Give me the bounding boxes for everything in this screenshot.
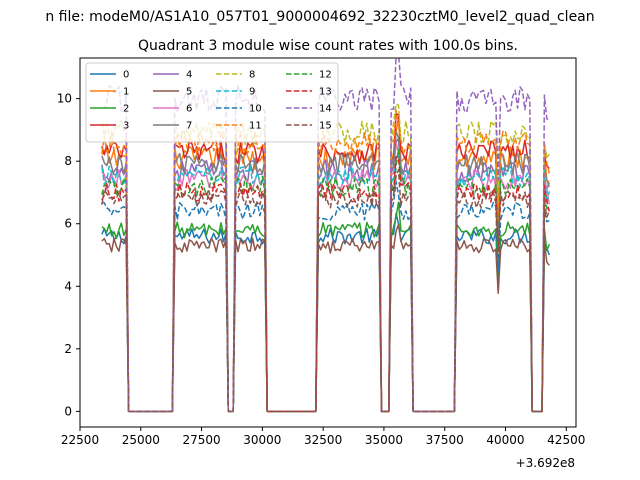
legend-label-10: 10 <box>249 104 262 115</box>
legend-label-9: 9 <box>249 87 255 98</box>
series-line-9 <box>101 155 551 413</box>
x-tick-label: 40000 <box>486 433 524 447</box>
series-line-3 <box>101 113 550 413</box>
legend-label-3: 3 <box>123 121 129 132</box>
legend-label-4: 4 <box>186 70 192 81</box>
legend-box <box>85 62 339 143</box>
x-axis: 22500 25000 27500 30000 32500 35000 37500 40000… <box>61 427 585 447</box>
y-tick-label: 2 <box>64 342 72 356</box>
plot-frame <box>79 57 577 428</box>
x-tick-label: 25000 <box>122 433 160 447</box>
series-line-11 <box>101 109 551 413</box>
y-tick-label: 10 <box>57 92 72 106</box>
figure-suptitle: n file: modeM0/AS1A10_057T01_9000004692_… <box>45 9 594 25</box>
legend-label-12: 12 <box>319 70 332 81</box>
x-tick-label: 37500 <box>426 433 464 447</box>
legend-label-14: 14 <box>319 104 332 115</box>
series-line-0 <box>101 212 551 413</box>
x-tick-label: 32500 <box>304 433 342 447</box>
legend-label-0: 0 <box>123 70 129 81</box>
legend-label-13: 13 <box>319 87 332 98</box>
legend-label-1: 1 <box>123 87 129 98</box>
x-tick-label: 35000 <box>365 433 403 447</box>
legend-label-2: 2 <box>123 104 129 115</box>
legend-label-8: 8 <box>249 70 255 81</box>
x-offset-text: +3.692e8 <box>516 456 575 470</box>
x-tick-label: 42500 <box>547 433 585 447</box>
series-line-4 <box>101 137 550 413</box>
series-line-13 <box>101 155 551 413</box>
x-tick-label: 27500 <box>182 433 220 447</box>
y-tick-label: 6 <box>64 217 72 231</box>
series-line-12 <box>101 148 550 413</box>
legend-label-7: 7 <box>186 121 192 132</box>
legend-label-15: 15 <box>319 121 332 132</box>
legend-label-11: 11 <box>249 121 262 132</box>
series-line-5 <box>101 223 550 413</box>
y-axis: 0 2 4 6 8 10 <box>57 92 80 418</box>
y-tick-label: 0 <box>64 404 72 418</box>
series-line-2 <box>101 201 550 413</box>
series-line-10 <box>101 180 550 413</box>
y-tick-label: 4 <box>64 279 72 293</box>
legend-label-5: 5 <box>186 87 192 98</box>
x-tick-label: 22500 <box>61 433 99 447</box>
legend-label-6: 6 <box>186 104 192 115</box>
series-line-7 <box>101 130 550 413</box>
x-tick-label: 30000 <box>243 433 281 447</box>
y-tick-label: 8 <box>64 154 72 168</box>
series-line-6 <box>101 141 551 413</box>
chart-title: Quadrant 3 module wise count rates with … <box>138 38 518 54</box>
series-line-15 <box>101 168 550 413</box>
